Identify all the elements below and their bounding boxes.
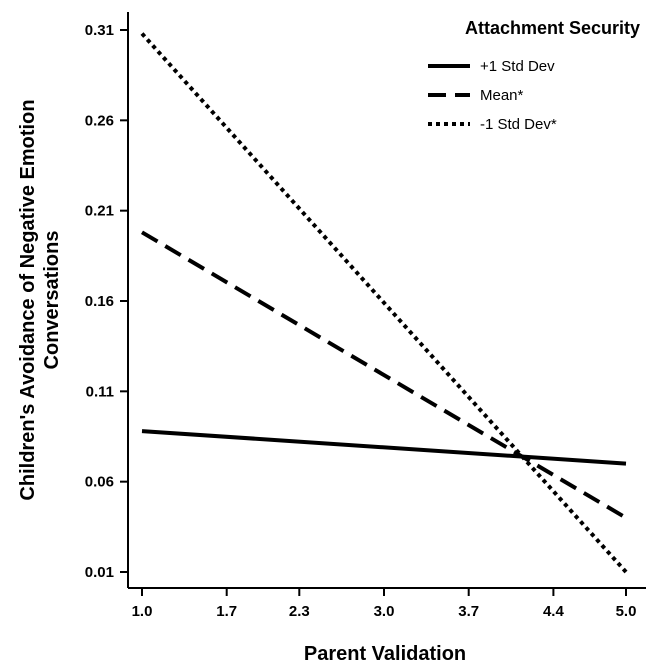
y-ticks: 0.31 0.26 0.21 0.16 0.11 0.06 0.01 xyxy=(85,22,128,581)
x-tick-label: 1.7 xyxy=(216,603,237,620)
y-tick-label: 0.06 xyxy=(85,474,114,491)
x-tick-label: 1.0 xyxy=(132,603,153,620)
y-axis-title-line-1: Children's Avoidance of Negative Emotion xyxy=(17,99,39,500)
x-tick-label: 3.7 xyxy=(458,603,479,620)
legend: Attachment Security +1 Std Dev Mean* -1 St… xyxy=(428,18,640,133)
y-tick-label: 0.26 xyxy=(85,112,114,129)
x-tick-label: 4.4 xyxy=(543,603,565,620)
x-axis-title: Parent Validation xyxy=(304,643,466,665)
series-line-2 xyxy=(140,230,628,520)
x-ticks: 1.0 1.7 2.3 3.0 3.7 4.4 5.0 xyxy=(132,588,637,620)
legend-label-1: +1 Std Dev xyxy=(480,58,555,75)
x-tick-label: 5.0 xyxy=(616,603,637,620)
y-tick-label: 0.01 xyxy=(85,564,114,581)
y-tick-label: 0.16 xyxy=(85,293,114,310)
y-axis-title: Children's Avoidance of Negative Emotion… xyxy=(17,99,63,500)
legend-title: Attachment Security xyxy=(465,18,640,38)
series-layer xyxy=(140,32,628,574)
x-tick-label: 2.3 xyxy=(289,603,310,620)
axes xyxy=(127,12,646,589)
series-line-1 xyxy=(141,429,627,466)
x-tick-label: 3.0 xyxy=(374,603,395,620)
series-line-3 xyxy=(140,32,628,574)
legend-label-3: -1 Std Dev* xyxy=(480,116,557,133)
y-tick-label: 0.31 xyxy=(85,22,114,39)
y-tick-label: 0.21 xyxy=(85,203,114,220)
legend-label-2: Mean* xyxy=(480,87,524,104)
legend-entries: +1 Std Dev Mean* -1 Std Dev* xyxy=(428,58,557,133)
y-axis-title-line-2: Conversations xyxy=(41,231,63,370)
y-tick-label: 0.11 xyxy=(86,383,114,400)
